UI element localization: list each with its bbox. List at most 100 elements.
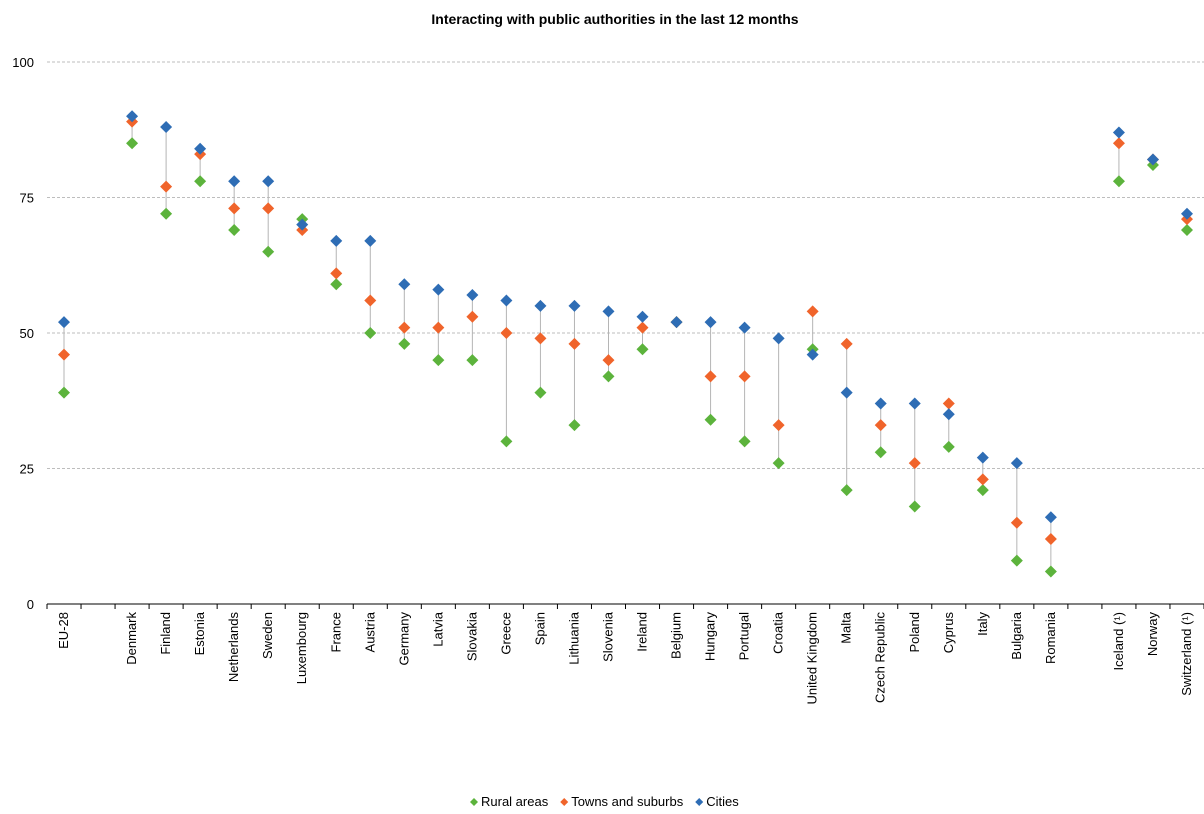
point-rural-areas <box>772 457 785 470</box>
data-points <box>58 110 1193 578</box>
point-cities <box>432 283 445 296</box>
gridlines <box>47 61 1204 469</box>
x-tick-label: Finland <box>158 612 173 655</box>
point-rural-areas <box>126 137 139 150</box>
legend-item: Cities <box>695 794 739 809</box>
point-towns-and-suburbs <box>398 321 411 334</box>
point-towns-and-suburbs <box>568 337 581 350</box>
point-rural-areas <box>160 207 173 220</box>
point-rural-areas <box>1112 175 1125 188</box>
legend-marker <box>695 798 704 806</box>
x-tick-label: Estonia <box>192 611 207 655</box>
point-rural-areas <box>466 354 479 367</box>
point-cities <box>194 142 207 155</box>
x-tick-label: EU-28 <box>56 612 71 649</box>
point-towns-and-suburbs <box>1010 516 1023 529</box>
point-cities <box>568 299 581 312</box>
point-cities <box>874 397 887 410</box>
point-towns-and-suburbs <box>364 294 377 307</box>
x-tick-label: Spain <box>532 612 547 645</box>
point-cities <box>534 299 547 312</box>
y-axis-ticks: 0 25 50 75 100 <box>12 55 34 612</box>
point-cities <box>908 397 921 410</box>
point-rural-areas <box>874 446 887 459</box>
x-tick-label: Slovenia <box>600 611 615 662</box>
point-towns-and-suburbs <box>806 305 819 318</box>
point-towns-and-suburbs <box>772 419 785 432</box>
point-cities <box>364 234 377 247</box>
x-tick-label: Luxembourg <box>294 612 309 684</box>
y-tick-label: 0 <box>27 597 34 612</box>
x-tick-label: Lithuania <box>566 611 581 665</box>
x-axis-tick-labels: EU-28 Denmark Finland Estonia Netherlands Swe… <box>56 611 1194 704</box>
x-tick-label: Slovakia <box>464 611 479 661</box>
x-tick-label: Germany <box>396 612 411 666</box>
x-tick-label: Portugal <box>737 612 752 661</box>
legend-label: Towns and suburbs <box>571 794 684 809</box>
point-rural-areas <box>330 278 343 291</box>
point-rural-areas <box>1180 224 1193 237</box>
point-rural-areas <box>704 413 717 426</box>
point-rural-areas <box>602 370 615 383</box>
point-towns-and-suburbs <box>840 337 853 350</box>
x-tick-label: Greece <box>498 612 513 655</box>
x-tick-label: Romania <box>1043 611 1058 664</box>
x-tick-label: Czech Republic <box>873 612 888 704</box>
x-tick-label: Sweden <box>260 612 275 659</box>
x-tick-label: Bulgaria <box>1009 611 1024 659</box>
point-cities <box>398 278 411 291</box>
point-rural-areas <box>1010 554 1023 567</box>
point-towns-and-suburbs <box>874 419 887 432</box>
point-cities <box>466 289 479 302</box>
point-rural-areas <box>228 224 241 237</box>
point-cities <box>1044 511 1057 524</box>
legend-label: Rural areas <box>481 794 549 809</box>
point-rural-areas <box>908 500 921 513</box>
point-cities <box>160 121 173 134</box>
point-rural-areas <box>942 440 955 453</box>
point-cities <box>228 175 241 188</box>
point-towns-and-suburbs <box>330 267 343 280</box>
point-towns-and-suburbs <box>160 180 173 193</box>
x-tick-label: Denmark <box>124 612 139 665</box>
point-towns-and-suburbs <box>228 202 241 215</box>
point-cities <box>1010 457 1023 470</box>
point-rural-areas <box>534 386 547 399</box>
x-tick-label: Malta <box>839 611 854 644</box>
legend-marker <box>470 798 478 806</box>
legend-item: Towns and suburbs <box>560 794 684 809</box>
point-cities <box>806 348 819 361</box>
point-towns-and-suburbs <box>704 370 717 383</box>
legend-marker <box>560 798 569 806</box>
point-cities <box>602 305 615 318</box>
point-towns-and-suburbs <box>262 202 275 215</box>
point-rural-areas <box>568 419 581 432</box>
x-tick-label: Cyprus <box>941 612 956 654</box>
y-tick-label: 50 <box>20 326 34 341</box>
x-tick-label: Croatia <box>771 611 786 654</box>
y-tick-label: 25 <box>20 462 34 477</box>
point-towns-and-suburbs <box>976 473 989 486</box>
x-axis <box>46 603 1204 609</box>
point-cities <box>296 218 309 231</box>
x-tick-label: Iceland (¹) <box>1111 612 1126 671</box>
point-cities <box>58 316 71 329</box>
point-cities <box>976 451 989 464</box>
x-tick-label: Norway <box>1145 612 1160 657</box>
point-rural-areas <box>738 435 751 448</box>
point-cities <box>1180 207 1193 220</box>
point-cities <box>330 234 343 247</box>
x-tick-label: Switzerland (¹) <box>1179 612 1194 696</box>
point-rural-areas <box>840 484 853 497</box>
legend-item: Rural areas <box>470 794 549 809</box>
point-rural-areas <box>976 484 989 497</box>
legend: Rural areas Towns and suburbs Cities <box>470 794 739 809</box>
point-cities <box>840 386 853 399</box>
point-rural-areas <box>262 245 275 258</box>
x-tick-label: Latvia <box>430 611 445 646</box>
point-towns-and-suburbs <box>908 457 921 470</box>
chart-title: Interacting with public authorities in t… <box>431 11 798 27</box>
point-towns-and-suburbs <box>1044 532 1057 545</box>
point-towns-and-suburbs <box>432 321 445 334</box>
